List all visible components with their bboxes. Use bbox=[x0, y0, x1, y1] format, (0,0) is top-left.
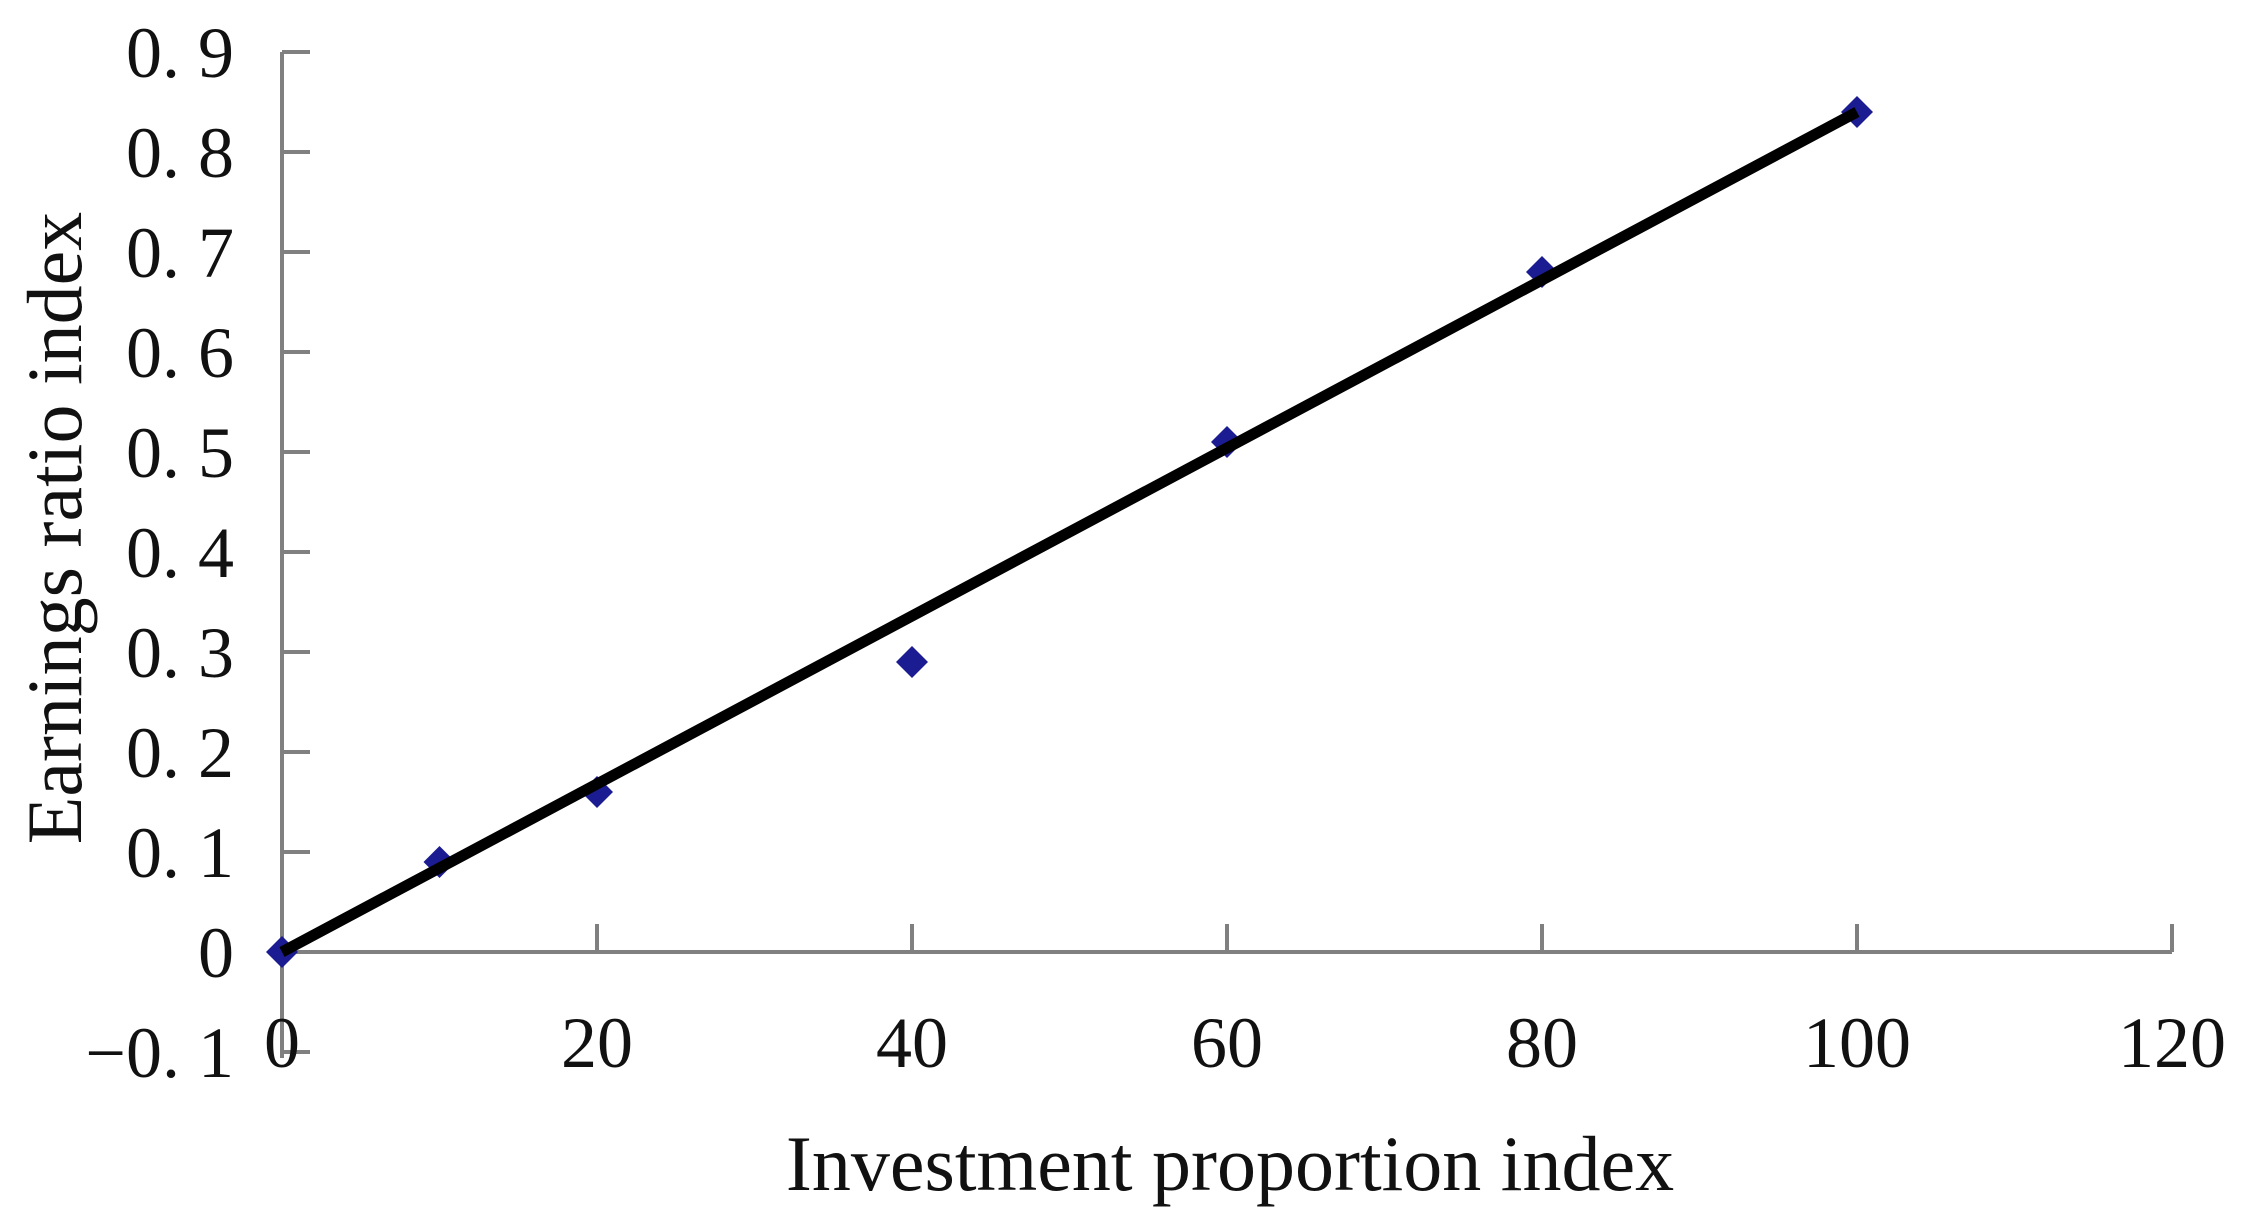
data-point-marker bbox=[896, 646, 928, 678]
y-tick-label: 0. 9 bbox=[126, 13, 234, 93]
y-axis-title: Earnings ratio index bbox=[11, 211, 98, 845]
x-tick-label: 40 bbox=[876, 1003, 948, 1083]
y-tick-label: −0. 1 bbox=[85, 1013, 234, 1093]
x-tick-label: 120 bbox=[2118, 1003, 2226, 1083]
x-tick-label: 60 bbox=[1191, 1003, 1263, 1083]
y-tick-label: 0. 1 bbox=[126, 813, 234, 893]
x-tick-label: 20 bbox=[561, 1003, 633, 1083]
y-tick-label: 0. 6 bbox=[126, 313, 234, 393]
x-axis-title: Investment proportion index bbox=[785, 1120, 1675, 1207]
x-tick-label: 80 bbox=[1506, 1003, 1578, 1083]
trend-line bbox=[279, 107, 1860, 957]
y-tick-label: 0 bbox=[198, 913, 234, 993]
y-tick-label: 0. 8 bbox=[126, 113, 234, 193]
y-tick-label: 0. 3 bbox=[126, 613, 234, 693]
x-tick-label: 0 bbox=[264, 1003, 300, 1083]
y-tick-label: 0. 4 bbox=[126, 513, 234, 593]
x-tick-label: 100 bbox=[1803, 1003, 1911, 1083]
y-tick-label: 0. 5 bbox=[126, 413, 234, 493]
y-tick-label: 0. 7 bbox=[126, 213, 234, 293]
y-tick-label: 0. 2 bbox=[126, 713, 234, 793]
